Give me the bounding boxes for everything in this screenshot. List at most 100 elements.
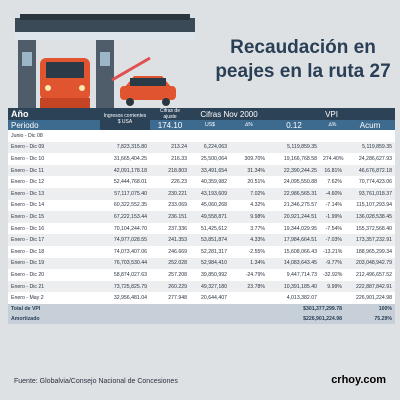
header-cell: Cifras Nov 2000 xyxy=(190,108,269,120)
total-amount: $301,377,299.78 xyxy=(268,303,346,314)
table-cell: 115,107,293.94 xyxy=(345,199,396,212)
table-cell: 213.24 xyxy=(150,141,190,154)
table-cell: 53,851,874 xyxy=(190,234,230,246)
header-row: Año Ingresos corrientes $ USA Cifras de … xyxy=(8,108,396,130)
table-cell: 20,644,407 xyxy=(190,292,230,304)
table-cell: 21,346,275.57 xyxy=(268,199,321,212)
table-cell: 33,491,654 xyxy=(190,164,230,177)
table-cell: 237.336 xyxy=(150,222,190,235)
total-row: Total de VPI $301,377,299.78 100% xyxy=(8,303,396,314)
table-cell: 70,104,244.70 xyxy=(100,222,150,235)
table-foot: Total de VPI $301,377,299.78 100% Amortizad… xyxy=(8,303,396,324)
table-cell: Enero - Dic 17 xyxy=(8,234,100,246)
table-cell: 257.208 xyxy=(150,269,190,281)
table-cell: 277.948 xyxy=(150,292,190,304)
table-cell: 24,286,627.93 xyxy=(345,153,396,165)
table-cell: 1.34% xyxy=(230,257,269,270)
table-cell: 93,761,018.37 xyxy=(345,187,396,200)
table-cell: 216.33 xyxy=(150,153,190,165)
table-cell: Enero - Dic 09 xyxy=(8,141,100,154)
table-cell: 9.98% xyxy=(230,211,269,223)
table-cell: 252.028 xyxy=(150,257,190,270)
table-cell: -32.92% xyxy=(320,269,346,281)
table-cell: 31.34% xyxy=(230,164,269,177)
table-cell: 58,874,027.63 xyxy=(100,269,150,281)
table-cell: 203,048,942.79 xyxy=(345,257,396,270)
table-cell: 74,073,407.06 xyxy=(100,245,150,258)
table-cell: 4.33% xyxy=(230,234,269,246)
table-cell: 233.069 xyxy=(150,199,190,212)
table-cell: -24.79% xyxy=(230,269,269,281)
table-cell: -1.99% xyxy=(320,211,346,223)
title: Recaudación en peajes en la ruta 27 xyxy=(215,37,391,82)
table-cell: 22,986,565.31 xyxy=(268,187,321,200)
table-cell: 73,725,825.79 xyxy=(100,280,150,293)
table-cell: 39,850,992 xyxy=(190,269,230,281)
source: Fuente: Globalvia/Consejo Nacional de Co… xyxy=(14,378,178,385)
header-cell: Periodo xyxy=(8,120,100,130)
table-row: Enero - Dic 14 60,322,552.35 233.069 45,060… xyxy=(8,199,396,212)
table-cell: Enero - Dic 13 xyxy=(8,187,100,200)
table-cell: 226.23 xyxy=(150,176,190,188)
total-percent: 75.29% xyxy=(345,313,396,324)
table-cell: 241.353 xyxy=(150,234,190,246)
table-row: Enero - Dic 20 58,874,027.63 257.208 39,850… xyxy=(8,269,396,281)
table-cell: 24,095,550.88 xyxy=(268,176,321,188)
header-cell: US$ xyxy=(190,120,230,130)
total-label: Amortizado xyxy=(8,313,269,324)
table-cell: 6,224,063 xyxy=(190,141,230,154)
table-cell: 31,665,404.25 xyxy=(100,153,150,165)
header-cell: ∆% xyxy=(230,120,269,130)
table-cell: 42,091,178.18 xyxy=(100,164,150,177)
table-cell: 60,322,552.35 xyxy=(100,199,150,212)
table-cell xyxy=(345,130,396,142)
table-cell: -13.21% xyxy=(320,245,346,258)
table-cell: 32,956,481.04 xyxy=(100,292,150,304)
table-cell: 23.78% xyxy=(230,280,269,293)
table-cell xyxy=(190,130,230,142)
table-cell: 25,500,064 xyxy=(190,153,230,165)
table-cell: 7,823,315.80 xyxy=(100,141,150,154)
table-cell: 236.151 xyxy=(150,211,190,223)
table-cell: Enero - May 2 xyxy=(8,292,100,304)
table-cell: Enero - Dic 21 xyxy=(8,280,100,293)
header-cell: 0.12 xyxy=(268,120,321,130)
table-cell: 4.32% xyxy=(230,199,269,212)
table-cell: 52,984,410 xyxy=(190,257,230,270)
table-cell: 218.803 xyxy=(150,164,190,177)
table-cell: Enero - Dic 10 xyxy=(8,153,100,165)
table-cell: 9,447,714.73 xyxy=(268,269,321,281)
header-cell: 174.10 xyxy=(150,120,190,130)
table-row: Enero - Dic 19 76,703,530.44 252.028 52,984… xyxy=(8,257,396,270)
table-cell: Enero - Dic 18 xyxy=(8,245,100,258)
table-cell: -4.60% xyxy=(320,187,346,200)
header-row: Periodo 174.10 US$ ∆% 0.12 ∆% Acum xyxy=(8,120,396,130)
table-row: Enero - Dic 21 73,725,825.79 260.229 49,327… xyxy=(8,280,396,293)
brand: crhoy.com xyxy=(331,374,386,386)
table-cell: 17,984,664.51 xyxy=(268,234,321,246)
table-cell: 212,496,657.52 xyxy=(345,269,396,281)
table-cell: 230.221 xyxy=(150,187,190,200)
header-cell: Cifras de ajuste xyxy=(150,108,190,120)
table-cell: 49,327,180 xyxy=(190,280,230,293)
table-body: Junio - Dic 08 Enero - Dic 09 7,823,315.80… xyxy=(8,130,396,304)
table-row: Enero - Dic 12 52,444,768.01 226.23 40,359,… xyxy=(8,176,396,188)
table-cell: Enero - Dic 14 xyxy=(8,199,100,212)
table-cell xyxy=(230,141,269,154)
table-cell: 260.229 xyxy=(150,280,190,293)
table-row: Enero - Dic 17 74,977,028.55 241.353 53,851… xyxy=(8,234,396,246)
table-cell: 51,425,612 xyxy=(190,222,230,235)
header-cell: ∆% xyxy=(320,120,346,130)
table-cell: 74,977,028.55 xyxy=(100,234,150,246)
table-cell: 309.70% xyxy=(230,153,269,165)
table-cell xyxy=(320,292,346,304)
table-cell: 5,119,859.35 xyxy=(268,141,321,154)
table-cell: 7.02% xyxy=(230,187,269,200)
total-amount: $226,901,224.98 xyxy=(268,313,346,324)
table-cell: 173,357,232.91 xyxy=(345,234,396,246)
table-cell: 20.51% xyxy=(230,176,269,188)
table-cell: 10,391,185.40 xyxy=(268,280,321,293)
table-cell: Junio - Dic 08 xyxy=(8,130,100,142)
table-cell: -2.55% xyxy=(230,245,269,258)
